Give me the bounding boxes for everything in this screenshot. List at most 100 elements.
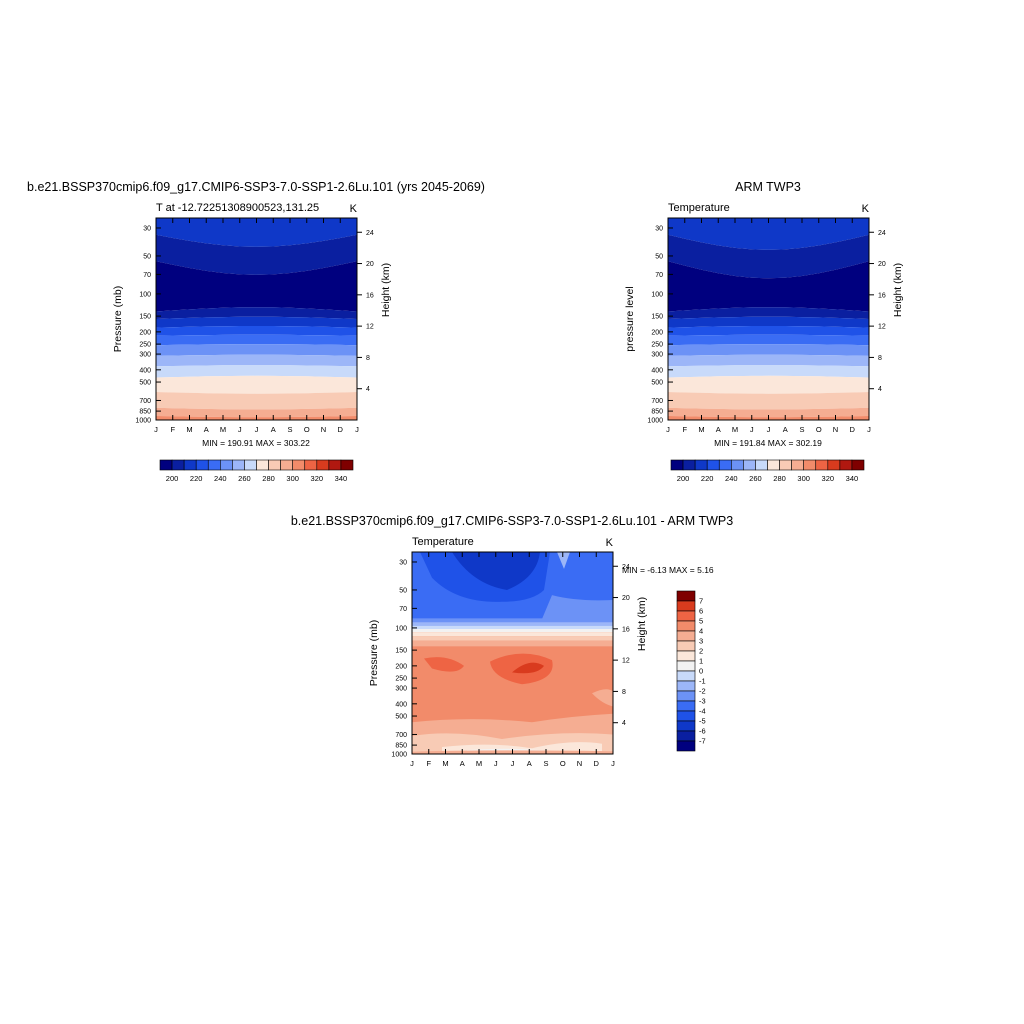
- diff-y-tick-label: 150: [395, 648, 407, 655]
- obs-colorbar-swatch: [767, 459, 780, 471]
- model-colorbar-label: 260: [238, 474, 251, 483]
- model-y-tick-label: 300: [139, 352, 151, 359]
- obs-colorbar-label: 260: [749, 474, 762, 483]
- diff-colorbar-label: 4: [699, 627, 703, 636]
- model-panel-title: b.e21.BSSP370cmip6.f09_g17.CMIP6-SSP3-7.…: [27, 180, 485, 194]
- model-x-tick-label: F: [170, 425, 175, 434]
- model-x-tick-label: M: [220, 425, 226, 434]
- obs-contour-field: [668, 218, 869, 420]
- diff-y-tick-label: 300: [395, 686, 407, 693]
- diff-y2-axis-label: Height (km): [636, 597, 648, 651]
- model-colorbar-label: 320: [311, 474, 324, 483]
- diff-colorbar-swatch: [676, 720, 696, 732]
- diff-colorbar-label: 2: [699, 647, 703, 656]
- model-contour-band: [156, 234, 357, 275]
- model-x-tick-label: A: [204, 425, 209, 434]
- obs-contour-band: [668, 365, 869, 378]
- model-x-tick-label: N: [321, 425, 326, 434]
- model-y-axis-label: Pressure (mb): [112, 286, 124, 353]
- obs-colorbar-swatch: [827, 459, 841, 471]
- obs-colorbar-swatch: [682, 459, 696, 471]
- model-contour-band: [156, 326, 357, 336]
- model-y-tick-label: 50: [143, 253, 151, 260]
- diff-y-tick-label: 500: [395, 714, 407, 721]
- diff-x-tick-label: J: [511, 759, 515, 768]
- obs-x-tick-label: N: [833, 425, 838, 434]
- model-contour-band: [156, 261, 357, 312]
- obs-panel-title: ARM TWP3: [735, 180, 801, 194]
- model-colorbar-swatch: [280, 459, 293, 471]
- diff-colorbar-label: -1: [699, 677, 706, 686]
- model-colorbar-swatch: [207, 459, 221, 471]
- obs-colorbar-swatch: [670, 459, 684, 471]
- obs-y2-tick-label: 12: [878, 324, 886, 331]
- model-y2-tick-label: 16: [366, 292, 374, 299]
- model-colorbar-swatch: [171, 459, 185, 471]
- obs-y-tick-label: 50: [655, 253, 663, 260]
- diff-colorbar-swatch: [676, 600, 696, 612]
- model-y2-axis-label: Height (km): [380, 263, 392, 317]
- model-x-tick-label: J: [238, 425, 242, 434]
- diff-colorbar-label: -3: [699, 697, 706, 706]
- diff-y-axis-label: Pressure (mb): [368, 620, 380, 687]
- obs-colorbar-swatch: [755, 459, 768, 471]
- obs-contour-band: [668, 375, 869, 394]
- model-contour-band: [156, 354, 357, 367]
- model-colorbar-label: 300: [286, 474, 299, 483]
- model-contour-band: [156, 407, 357, 418]
- model-contour-band: [156, 316, 357, 328]
- obs-x-tick-label: A: [783, 425, 788, 434]
- obs-contour-band: [668, 334, 869, 346]
- model-y-tick-label: 200: [139, 329, 151, 336]
- diff-units-label: K: [606, 537, 614, 549]
- obs-contour-band: [668, 218, 869, 250]
- diff-contour-band: [412, 636, 613, 641]
- obs-y2-tick-label: 20: [878, 261, 886, 268]
- model-contour-band: [156, 344, 357, 356]
- diff-colorbar-label: -6: [699, 727, 706, 736]
- model-y2-tick-label: 12: [366, 324, 374, 331]
- obs-colorbar-swatch: [779, 459, 792, 471]
- diff-colorbar-label: 3: [699, 637, 703, 646]
- model-units-label: K: [350, 203, 358, 215]
- model-y-tick-label: 100: [139, 291, 151, 298]
- diff-x-tick-label: A: [527, 759, 532, 768]
- diff-x-tick-label: D: [594, 759, 600, 768]
- diff-colorbar-swatch: [676, 680, 696, 692]
- model-colorbar-label: 340: [335, 474, 348, 483]
- diff-colorbar-swatch: [676, 730, 696, 742]
- model-colorbar-swatch: [256, 459, 269, 471]
- obs-contour-band: [668, 354, 869, 367]
- model-contour-band: [156, 392, 357, 410]
- model-colorbar-label: 220: [190, 474, 203, 483]
- obs-y2-tick-label: 16: [878, 292, 886, 299]
- diff-contour-band: [412, 625, 613, 629]
- diff-y-tick-label: 50: [399, 587, 407, 594]
- obs-units-label: K: [862, 203, 870, 215]
- diff-y-tick-label: 850: [395, 743, 407, 750]
- diff-colorbar-label: 1: [699, 657, 703, 666]
- obs-colorbar-swatch: [694, 459, 708, 471]
- obs-x-tick-label: F: [682, 425, 687, 434]
- obs-y-tick-label: 500: [651, 380, 663, 387]
- model-y-tick-label: 70: [143, 272, 151, 279]
- diff-y2-tick-label: 16: [622, 626, 630, 633]
- model-y2-tick-label: 20: [366, 261, 374, 268]
- obs-colorbar-swatch: [803, 459, 817, 471]
- diff-contour-band: [412, 622, 613, 626]
- model-x-tick-label: J: [154, 425, 158, 434]
- diff-contour-band: [412, 640, 613, 647]
- obs-x-tick-label: J: [666, 425, 670, 434]
- obs-contour-band: [668, 307, 869, 319]
- diff-contour-band: [412, 618, 613, 623]
- obs-minmax-label: MIN = 191.84 MAX = 302.19: [714, 438, 822, 448]
- obs-colorbar-swatch: [743, 459, 756, 471]
- model-colorbar-swatch: [183, 459, 197, 471]
- obs-y2-axis-label: Height (km): [892, 263, 904, 317]
- obs-contour-band: [668, 316, 869, 328]
- obs-x-tick-label: M: [732, 425, 738, 434]
- model-minmax-label: MIN = 190.91 MAX = 303.22: [202, 438, 310, 448]
- model-x-tick-label: J: [255, 425, 259, 434]
- diff-colorbar-swatch: [676, 700, 696, 712]
